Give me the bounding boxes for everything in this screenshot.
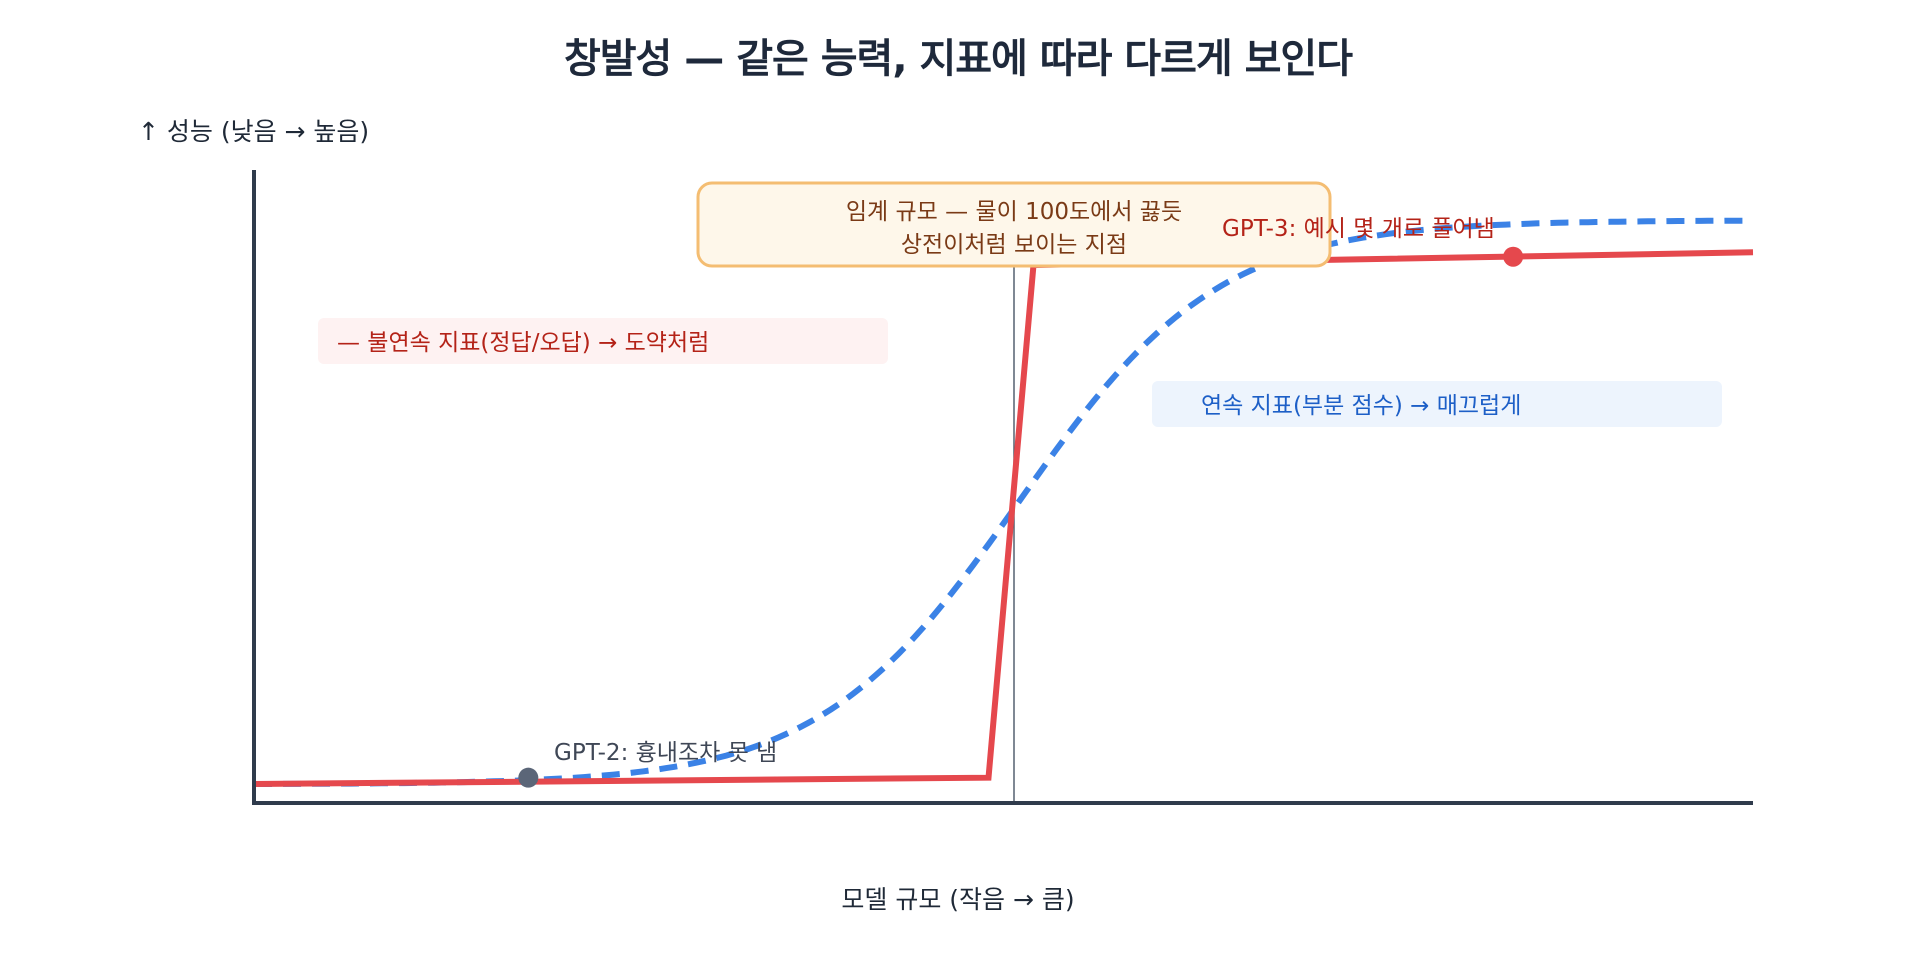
continuous-label-box bbox=[1152, 381, 1722, 427]
gpt3-label: GPT-3: 예시 몇 개로 풀어냄 bbox=[1222, 216, 1495, 242]
gpt3-point bbox=[1503, 246, 1524, 267]
continuous-label: 연속 지표(부분 점수) → 매끄럽게 bbox=[1201, 393, 1521, 419]
continuous-metric-curve bbox=[254, 217, 1754, 787]
threshold-note-line2: 상전이처럼 보이는 지점 bbox=[901, 232, 1127, 258]
discontinuous-label-box bbox=[318, 318, 888, 364]
gpt2-label: GPT-2: 흉내조차 못 냄 bbox=[554, 740, 777, 766]
y-axis-label: ↑ 성능 (낮음 → 높음) bbox=[138, 117, 370, 146]
x-axis-label: 모델 규모 (작음 → 큼) bbox=[841, 885, 1075, 914]
discontinuous-metric-curve bbox=[253, 249, 1754, 787]
threshold-note-line1: 임계 규모 — 물이 100도에서 끓듯 bbox=[846, 199, 1182, 225]
chart-title: 창발성 — 같은 능력, 지표에 따라 다르게 보인다 bbox=[563, 36, 1353, 82]
gpt2-point bbox=[518, 767, 539, 788]
threshold-callout-box bbox=[696, 181, 1332, 268]
discontinuous-label: — 불연속 지표(정답/오답) → 도약처럼 bbox=[337, 330, 709, 356]
